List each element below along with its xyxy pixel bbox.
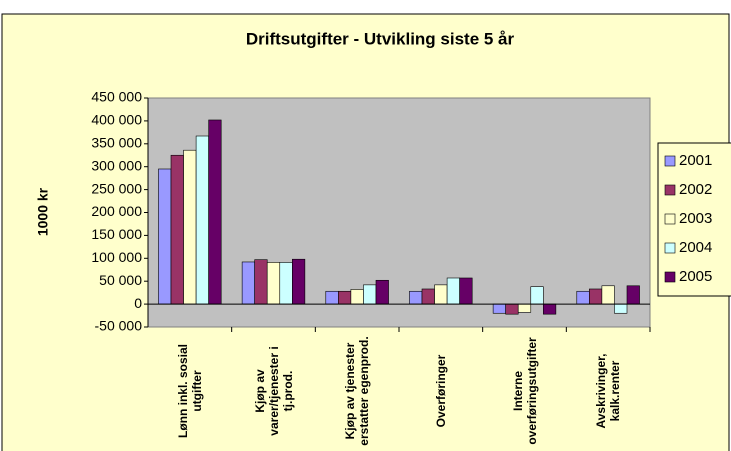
y-tick-label: 250 000 <box>91 180 142 196</box>
bar <box>183 149 197 305</box>
y-tick-label: 0 <box>134 295 142 311</box>
bar <box>601 285 615 305</box>
bar <box>434 284 448 305</box>
y-axis-label: 1000 kr <box>35 187 51 236</box>
plot-area <box>147 97 651 328</box>
chart-title: Driftsutgifter - Utvikling siste 5 år <box>246 29 515 48</box>
legend-swatch <box>664 184 676 196</box>
bar <box>363 284 377 305</box>
bar <box>530 286 544 305</box>
bar <box>409 290 423 305</box>
bar <box>325 290 339 305</box>
x-tick-label: Kjøp av tjenester erstatter egenprod. <box>343 336 372 446</box>
bar <box>517 303 532 313</box>
bar <box>459 277 473 305</box>
bar <box>350 289 364 305</box>
legend-label: 2005 <box>679 268 712 285</box>
y-tick-label: 400 000 <box>91 112 142 128</box>
bar <box>170 154 184 305</box>
bar <box>292 258 306 305</box>
bar <box>614 303 628 314</box>
bar <box>421 288 435 305</box>
bar <box>576 290 590 305</box>
y-tick-label: 150 000 <box>91 226 142 242</box>
bar <box>195 135 209 305</box>
bar <box>254 259 268 305</box>
y-tick-label: 450 000 <box>91 89 142 105</box>
bar <box>589 288 603 305</box>
x-tick-label: Interne overføringsutgifter <box>510 337 539 445</box>
y-tick-label: 200 000 <box>91 203 142 219</box>
legend-swatch <box>664 271 676 283</box>
x-tick-label: Overføringer <box>433 354 448 428</box>
bar <box>492 303 506 314</box>
bar <box>505 303 519 315</box>
legend-label: 2001 <box>679 152 712 169</box>
legend-label: 2002 <box>679 181 712 198</box>
bar <box>266 262 281 305</box>
legend-label: 2004 <box>679 239 712 256</box>
bar <box>626 285 640 305</box>
x-tick-label: Avskrivinger, kalk.renter <box>594 353 623 429</box>
y-tick-label: -50 000 <box>95 318 143 334</box>
bar <box>338 290 352 305</box>
legend-label: 2003 <box>679 210 712 227</box>
x-tick-label: Lønn inkl. sosial utgifter <box>175 344 204 439</box>
legend-swatch <box>664 242 676 254</box>
y-tick-label: 50 000 <box>99 272 142 288</box>
bar <box>375 279 389 305</box>
bar <box>208 119 222 305</box>
legend-swatch <box>664 213 676 225</box>
y-tick-label: 350 000 <box>91 135 142 151</box>
bar <box>279 262 293 305</box>
legend-swatch <box>664 155 676 167</box>
y-tick-label: 300 000 <box>91 157 142 173</box>
x-tick-label: Kjøp av varer/tjenester i tj.prod. <box>252 346 295 436</box>
y-tick-label: 100 000 <box>91 249 142 265</box>
bar <box>241 261 255 305</box>
bar <box>446 277 460 305</box>
bar <box>543 303 557 315</box>
bar <box>158 168 172 305</box>
